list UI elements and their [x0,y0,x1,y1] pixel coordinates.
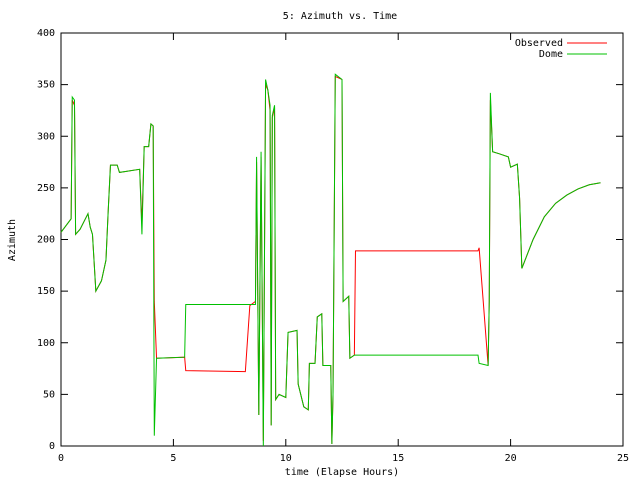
x-axis-label: time (Elapse Hours) [285,467,399,478]
legend-label: Dome [539,49,563,60]
series-line [60,73,601,447]
x-tick-label: 20 [505,453,517,464]
y-tick-label: 100 [37,338,55,349]
y-tick-label: 0 [49,441,55,452]
y-axis-label: Azimuth [7,219,18,261]
y-tick-label: 400 [37,28,55,39]
legend-label: Observed [515,38,563,49]
x-tick-label: 5 [170,453,176,464]
chart-title: 5: Azimuth vs. Time [283,11,397,22]
x-tick-label: 25 [617,453,629,464]
x-tick-label: 0 [58,453,64,464]
x-tick-label: 10 [280,453,292,464]
y-tick-label: 250 [37,183,55,194]
y-tick-label: 200 [37,235,55,246]
y-tick-label: 350 [37,80,55,91]
x-tick-label: 15 [392,453,404,464]
y-tick-label: 50 [43,389,55,400]
y-tick-label: 150 [37,286,55,297]
y-tick-label: 300 [37,131,55,142]
